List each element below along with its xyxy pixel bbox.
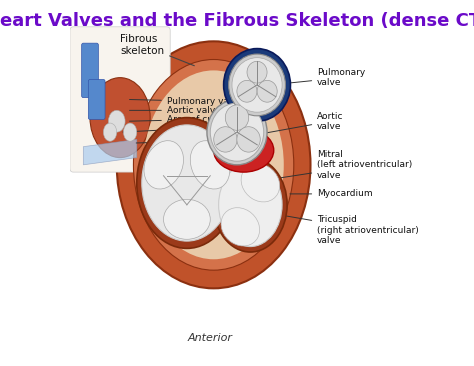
Ellipse shape xyxy=(109,111,125,132)
Ellipse shape xyxy=(144,70,284,259)
Ellipse shape xyxy=(237,127,260,152)
Text: Area of cutaway: Area of cutaway xyxy=(129,115,240,124)
Text: Heart Valves and the Fibrous Skeleton (dense CT): Heart Valves and the Fibrous Skeleton (d… xyxy=(0,12,474,30)
Ellipse shape xyxy=(137,117,237,249)
Ellipse shape xyxy=(123,123,137,141)
Ellipse shape xyxy=(257,81,277,102)
Text: Mitral
(left atrioventricular)
valve: Mitral (left atrioventricular) valve xyxy=(273,150,412,180)
Ellipse shape xyxy=(214,158,287,252)
Polygon shape xyxy=(83,139,137,165)
Ellipse shape xyxy=(221,208,260,246)
Ellipse shape xyxy=(142,125,232,241)
Ellipse shape xyxy=(219,163,282,247)
Text: Mitral valve: Mitral valve xyxy=(123,124,220,133)
Text: Aortic
valve: Aortic valve xyxy=(253,112,344,135)
Ellipse shape xyxy=(90,78,150,158)
Ellipse shape xyxy=(241,164,280,202)
FancyBboxPatch shape xyxy=(70,27,170,172)
Text: Myocardium: Myocardium xyxy=(290,189,373,198)
Text: Pulmonary
valve: Pulmonary valve xyxy=(273,68,365,87)
Text: Fibrous
skeleton: Fibrous skeleton xyxy=(120,34,194,66)
Ellipse shape xyxy=(214,127,237,152)
Text: Aortic valve: Aortic valve xyxy=(129,106,221,115)
Text: Tricuspid
(right atrioventricular)
valve: Tricuspid (right atrioventricular) valve xyxy=(266,213,419,245)
Ellipse shape xyxy=(117,41,310,288)
Text: Anterior: Anterior xyxy=(188,333,233,343)
Ellipse shape xyxy=(237,81,257,102)
Ellipse shape xyxy=(134,60,294,270)
Text: Tricuspid valve: Tricuspid valve xyxy=(136,137,234,146)
Ellipse shape xyxy=(225,105,249,130)
FancyBboxPatch shape xyxy=(82,43,99,98)
FancyBboxPatch shape xyxy=(88,79,105,119)
Ellipse shape xyxy=(164,199,210,239)
Ellipse shape xyxy=(144,141,183,189)
Ellipse shape xyxy=(214,128,274,172)
Ellipse shape xyxy=(103,123,117,141)
Ellipse shape xyxy=(228,54,285,116)
Ellipse shape xyxy=(210,103,264,161)
Ellipse shape xyxy=(224,49,291,121)
Ellipse shape xyxy=(247,61,267,83)
Text: Pulmonary valve: Pulmonary valve xyxy=(129,97,243,106)
Ellipse shape xyxy=(190,141,230,189)
Ellipse shape xyxy=(232,58,282,112)
Ellipse shape xyxy=(207,100,267,165)
